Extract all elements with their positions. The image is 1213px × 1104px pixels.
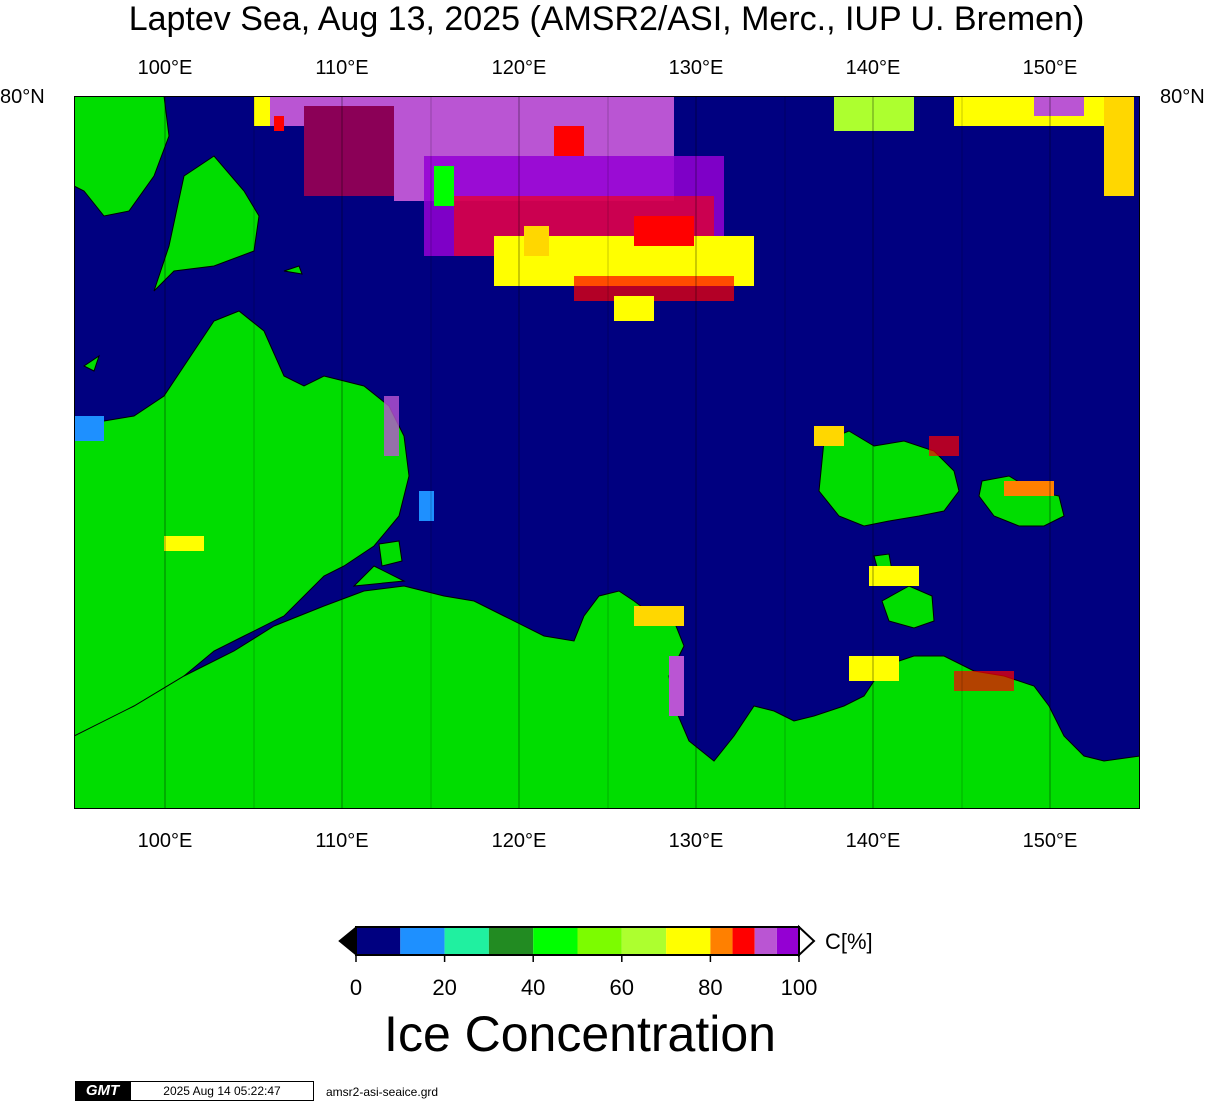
gmt-logo: GMT xyxy=(75,1081,130,1101)
coastal-ice-fringe xyxy=(74,396,1054,716)
colorbar-tick-label: 20 xyxy=(432,975,457,1000)
colorbar-tick-label: 100 xyxy=(780,975,818,1000)
grid-file-name: amsr2-asi-seaice.grd xyxy=(326,1085,439,1099)
lon-tick-label: 120°E xyxy=(491,57,547,79)
lon-tick-label: 120°E xyxy=(491,830,547,852)
colorbar-tick-label: 80 xyxy=(698,975,723,1000)
lon-tick-label: 140°E xyxy=(845,830,901,852)
colorbar-cell xyxy=(400,927,445,955)
lat-label-right: 80°N xyxy=(1160,86,1205,108)
colorbar-cell xyxy=(754,927,777,955)
colorbar-cell xyxy=(533,927,578,955)
colorbar-tick-label: 60 xyxy=(609,975,635,1000)
colorbar-min-triangle xyxy=(338,925,357,957)
lon-tick-label: 150°E xyxy=(1022,57,1078,79)
colorbar-cell xyxy=(444,927,489,955)
colorbar-tick-label: 0 xyxy=(349,975,363,1000)
colorbar xyxy=(338,924,816,962)
colorbar-cell xyxy=(621,927,667,955)
lon-tick-label: 140°E xyxy=(845,57,901,79)
colorbar-cell xyxy=(732,927,755,955)
graticule xyxy=(164,96,1051,809)
land xyxy=(74,96,1140,809)
lon-tick-label: 150°E xyxy=(1022,830,1078,852)
colorbar-cell xyxy=(488,927,534,955)
lon-tick-label: 110°E xyxy=(315,57,369,79)
colorbar-unit: C[%] xyxy=(825,929,873,954)
lon-tick-label: 100°E xyxy=(137,57,193,79)
colorbar-cell xyxy=(666,927,711,955)
colorbar-cell xyxy=(776,927,799,955)
colorbar-cell xyxy=(356,927,401,955)
lon-tick-label: 130°E xyxy=(668,830,724,852)
colorbar-cell xyxy=(577,927,622,955)
colorbar-max-triangle xyxy=(798,924,816,958)
lat-label-left: 80°N xyxy=(0,86,45,108)
lon-tick-label: 130°E xyxy=(668,57,724,79)
colorbar-title: Ice Concentration xyxy=(384,1006,776,1062)
timestamp: 2025 Aug 14 05:22:47 xyxy=(130,1081,314,1101)
ice-concentration-map xyxy=(74,96,1140,809)
lon-tick-label: 110°E xyxy=(315,830,369,852)
lon-tick-label: 100°E xyxy=(137,830,193,852)
map-title: Laptev Sea, Aug 13, 2025 (AMSR2/ASI, Mer… xyxy=(128,0,1085,38)
colorbar-tick-label: 40 xyxy=(520,975,546,1000)
sea-ice-pack xyxy=(254,96,1134,321)
colorbar-cell xyxy=(710,927,733,955)
